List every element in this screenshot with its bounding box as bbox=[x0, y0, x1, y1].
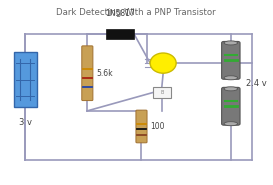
FancyBboxPatch shape bbox=[14, 52, 37, 107]
Text: 3 v: 3 v bbox=[19, 118, 32, 127]
Text: 2.4 v: 2.4 v bbox=[246, 79, 267, 88]
Ellipse shape bbox=[224, 87, 238, 91]
FancyBboxPatch shape bbox=[222, 41, 240, 79]
FancyBboxPatch shape bbox=[136, 110, 147, 143]
FancyBboxPatch shape bbox=[82, 46, 93, 101]
Text: 1N5817: 1N5817 bbox=[105, 9, 135, 18]
Ellipse shape bbox=[150, 53, 176, 73]
Ellipse shape bbox=[224, 122, 238, 126]
Ellipse shape bbox=[224, 41, 238, 45]
FancyBboxPatch shape bbox=[106, 29, 134, 39]
Text: 5.6k: 5.6k bbox=[96, 69, 112, 78]
Ellipse shape bbox=[224, 76, 238, 80]
FancyBboxPatch shape bbox=[222, 87, 240, 125]
Text: B: B bbox=[160, 90, 164, 95]
FancyBboxPatch shape bbox=[153, 88, 171, 97]
Text: Dark Detecting With a PNP Transistor: Dark Detecting With a PNP Transistor bbox=[56, 8, 216, 17]
Text: 100: 100 bbox=[150, 122, 165, 131]
